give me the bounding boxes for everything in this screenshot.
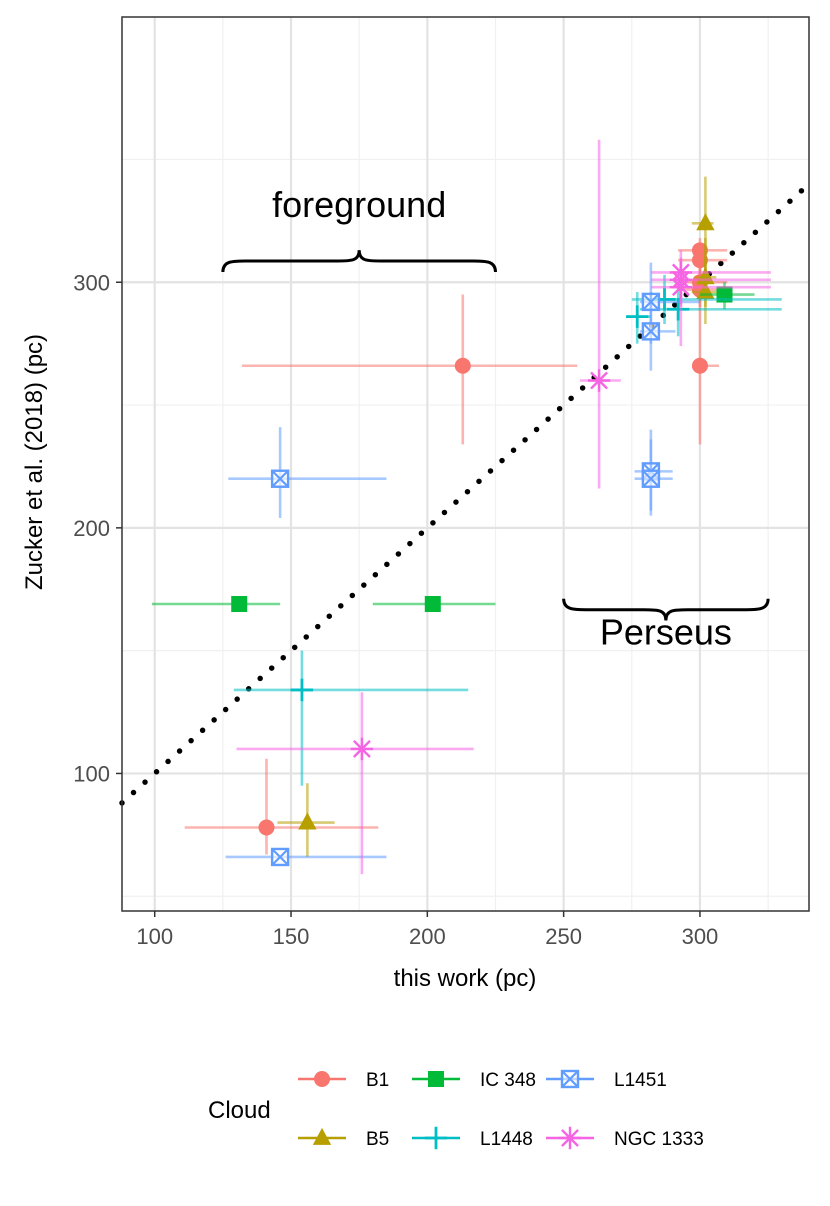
panel-border bbox=[121, 16, 810, 912]
square-cross-lines bbox=[271, 848, 289, 866]
legend-label: L1451 bbox=[614, 1070, 667, 1091]
x-tick-label: 150 bbox=[273, 924, 310, 949]
legend-item-b5: B5 bbox=[298, 1127, 389, 1150]
legend-label: L1448 bbox=[480, 1129, 533, 1150]
plus-marker bbox=[424, 1126, 448, 1150]
x-tick-label: 200 bbox=[409, 924, 446, 949]
data-point bbox=[241, 294, 578, 445]
data-point bbox=[580, 139, 621, 489]
legend-item-ic-348: IC 348 bbox=[412, 1070, 536, 1091]
series-ngc-1333 bbox=[236, 139, 771, 875]
plus-marker bbox=[290, 678, 314, 702]
square-cross-lines bbox=[642, 469, 660, 488]
x-axis-label: this work (pc) bbox=[394, 965, 537, 992]
legend-label: B1 bbox=[366, 1070, 389, 1091]
asterisk-marker bbox=[558, 1126, 582, 1150]
square-marker bbox=[231, 595, 248, 612]
legend-label: NGC 1333 bbox=[614, 1129, 704, 1150]
data-points bbox=[151, 139, 782, 875]
x-tick-label: 300 bbox=[682, 924, 719, 949]
data-point bbox=[236, 692, 474, 875]
legend-item-b1: B1 bbox=[298, 1070, 389, 1091]
legend-label: IC 348 bbox=[480, 1070, 536, 1091]
one-to-one-dotted-line bbox=[119, 181, 812, 806]
x-tick-label: 250 bbox=[545, 924, 582, 949]
legend-item-l1451: L1451 bbox=[546, 1069, 667, 1091]
data-point bbox=[277, 783, 335, 857]
data-point bbox=[639, 292, 676, 371]
data-point bbox=[691, 294, 720, 445]
data-point bbox=[650, 257, 771, 307]
y-tick-label: 200 bbox=[73, 516, 110, 541]
data-point bbox=[691, 257, 720, 325]
data-point bbox=[233, 650, 469, 786]
legend: Cloud B1 B5 IC 348 L1448 L1451 NGC 1333 bbox=[208, 1069, 704, 1150]
data-point bbox=[151, 595, 281, 612]
circle-marker bbox=[454, 357, 471, 374]
asterisk-marker bbox=[587, 369, 611, 392]
asterisk-marker bbox=[669, 268, 693, 291]
legend-item-l1448: L1448 bbox=[412, 1126, 533, 1150]
triangle-marker bbox=[298, 812, 317, 830]
series-l1451 bbox=[225, 262, 700, 867]
square-marker bbox=[428, 1071, 444, 1087]
circle-marker bbox=[258, 819, 275, 836]
legend-label: B5 bbox=[366, 1129, 389, 1150]
reference-line-group bbox=[119, 181, 812, 806]
circle-marker bbox=[314, 1071, 330, 1087]
plus-marker bbox=[626, 305, 649, 328]
annotations: foreground Perseus bbox=[221, 184, 770, 653]
minor-gridlines bbox=[122, 17, 809, 911]
data-point bbox=[225, 847, 387, 867]
foreground-brace bbox=[221, 250, 497, 273]
square-cross-lines bbox=[642, 322, 660, 341]
axis-ticks: 100 150 200 250 300 100 200 300 bbox=[73, 270, 718, 949]
square-marker bbox=[424, 595, 441, 612]
square-cross-lines bbox=[561, 1070, 579, 1088]
data-point bbox=[634, 439, 673, 516]
y-tick-label: 300 bbox=[73, 270, 110, 295]
x-tick-label: 100 bbox=[136, 924, 173, 949]
perseus-label: Perseus bbox=[600, 612, 732, 653]
legend-title: Cloud bbox=[208, 1097, 271, 1124]
foreground-label: foreground bbox=[272, 184, 446, 225]
data-point bbox=[228, 427, 387, 519]
major-gridlines bbox=[122, 17, 809, 911]
circle-marker bbox=[691, 357, 708, 374]
data-point bbox=[372, 595, 496, 612]
triangle-marker bbox=[312, 1127, 332, 1145]
y-tick-label: 100 bbox=[73, 761, 110, 786]
triangle-marker bbox=[696, 213, 715, 231]
data-point bbox=[184, 758, 379, 855]
asterisk-marker bbox=[350, 737, 374, 761]
legend-item-ngc-1333: NGC 1333 bbox=[546, 1126, 704, 1150]
y-axis-label: Zucker et al. (2018) (pc) bbox=[21, 334, 48, 590]
square-cross-lines bbox=[271, 469, 289, 488]
